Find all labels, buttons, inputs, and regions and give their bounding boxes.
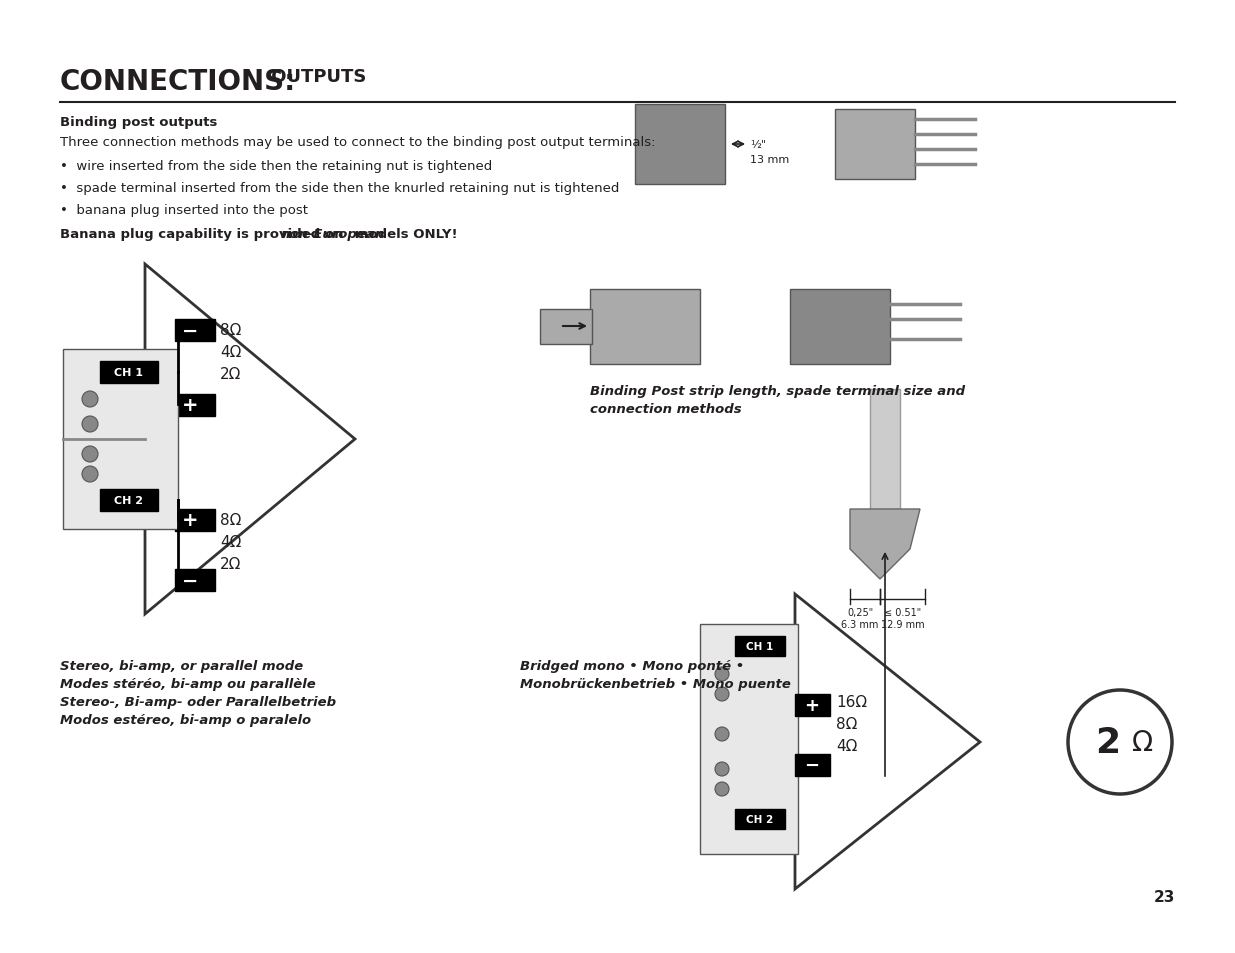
Text: 16Ω: 16Ω bbox=[836, 695, 867, 709]
Bar bbox=[835, 110, 915, 180]
Bar bbox=[790, 290, 890, 365]
Bar bbox=[100, 361, 158, 384]
Bar bbox=[795, 754, 830, 776]
Text: Stereo, bi-amp, or parallel mode: Stereo, bi-amp, or parallel mode bbox=[61, 659, 304, 672]
Circle shape bbox=[82, 392, 98, 408]
Bar bbox=[175, 510, 215, 532]
Bar bbox=[635, 105, 725, 185]
Text: 2: 2 bbox=[1095, 725, 1120, 760]
Circle shape bbox=[715, 687, 729, 701]
Circle shape bbox=[1068, 690, 1172, 794]
Circle shape bbox=[715, 762, 729, 776]
Bar bbox=[175, 395, 215, 416]
Text: +: + bbox=[804, 697, 820, 714]
Text: 8Ω: 8Ω bbox=[220, 513, 241, 528]
Text: 8Ω: 8Ω bbox=[220, 323, 241, 338]
Bar bbox=[590, 290, 700, 365]
Circle shape bbox=[715, 667, 729, 681]
Text: Modos estéreo, bi-amp o paralelo: Modos estéreo, bi-amp o paralelo bbox=[61, 713, 311, 726]
Text: 6.3 mm: 6.3 mm bbox=[841, 619, 878, 629]
Circle shape bbox=[82, 416, 98, 433]
Text: Banana plug capability is provided on: Banana plug capability is provided on bbox=[61, 228, 348, 241]
Text: 2Ω: 2Ω bbox=[220, 557, 241, 572]
Text: ½": ½" bbox=[750, 140, 766, 150]
Text: Ω: Ω bbox=[1132, 728, 1153, 757]
Bar bbox=[735, 637, 785, 657]
Text: Binding post outputs: Binding post outputs bbox=[61, 116, 217, 129]
Circle shape bbox=[715, 782, 729, 796]
Text: 4Ω: 4Ω bbox=[836, 739, 857, 753]
Text: 13 mm: 13 mm bbox=[750, 154, 789, 165]
Text: OUTPUTS: OUTPUTS bbox=[266, 68, 367, 86]
Text: non-European: non-European bbox=[280, 228, 384, 241]
Bar bbox=[100, 490, 158, 512]
Text: CONNECTIONS:: CONNECTIONS: bbox=[61, 68, 296, 96]
Text: −: − bbox=[804, 757, 820, 774]
Circle shape bbox=[82, 447, 98, 462]
Text: CH 2: CH 2 bbox=[115, 496, 143, 505]
Text: •  banana plug inserted into the post: • banana plug inserted into the post bbox=[61, 204, 308, 216]
Text: Stereo-, Bi-amp- oder Parallelbetrieb: Stereo-, Bi-amp- oder Parallelbetrieb bbox=[61, 696, 336, 708]
Polygon shape bbox=[850, 510, 920, 579]
Text: •  wire inserted from the side then the retaining nut is tightened: • wire inserted from the side then the r… bbox=[61, 160, 493, 172]
Bar bbox=[700, 624, 798, 854]
Circle shape bbox=[715, 727, 729, 741]
Bar bbox=[63, 350, 178, 530]
Bar bbox=[735, 809, 785, 829]
Text: Three connection methods may be used to connect to the binding post output termi: Three connection methods may be used to … bbox=[61, 136, 656, 149]
Text: 0,25": 0,25" bbox=[847, 607, 873, 618]
Bar bbox=[869, 390, 900, 510]
Circle shape bbox=[82, 467, 98, 482]
Text: +: + bbox=[182, 396, 199, 416]
Text: 4Ω: 4Ω bbox=[220, 535, 241, 550]
Bar bbox=[540, 310, 592, 345]
Bar bbox=[795, 695, 830, 717]
Text: CH 1: CH 1 bbox=[115, 368, 143, 377]
Text: CH 1: CH 1 bbox=[746, 641, 773, 651]
Text: Bridged mono • Mono ponté •: Bridged mono • Mono ponté • bbox=[520, 659, 745, 672]
Bar bbox=[175, 319, 215, 341]
Text: 4Ω: 4Ω bbox=[220, 345, 241, 360]
Text: +: + bbox=[182, 511, 199, 530]
Text: Monobrückenbetrieb • Mono puente: Monobrückenbetrieb • Mono puente bbox=[520, 678, 790, 690]
Text: −: − bbox=[182, 321, 198, 340]
Bar bbox=[175, 569, 215, 592]
Text: Binding Post strip length, spade terminal size and: Binding Post strip length, spade termina… bbox=[590, 385, 965, 397]
Text: 2Ω: 2Ω bbox=[220, 367, 241, 382]
Text: ≤ 0.51": ≤ 0.51" bbox=[884, 607, 921, 618]
Text: 8Ω: 8Ω bbox=[836, 717, 857, 731]
Text: models ONLY!: models ONLY! bbox=[350, 228, 458, 241]
Text: 23: 23 bbox=[1153, 889, 1174, 904]
Text: Modes stéréo, bi-amp ou parallèle: Modes stéréo, bi-amp ou parallèle bbox=[61, 678, 316, 690]
Text: connection methods: connection methods bbox=[590, 402, 742, 416]
Text: •  spade terminal inserted from the side then the knurled retaining nut is tight: • spade terminal inserted from the side … bbox=[61, 182, 620, 194]
Text: 12.9 mm: 12.9 mm bbox=[882, 619, 925, 629]
Text: −: − bbox=[182, 571, 198, 590]
Text: CH 2: CH 2 bbox=[746, 814, 773, 824]
